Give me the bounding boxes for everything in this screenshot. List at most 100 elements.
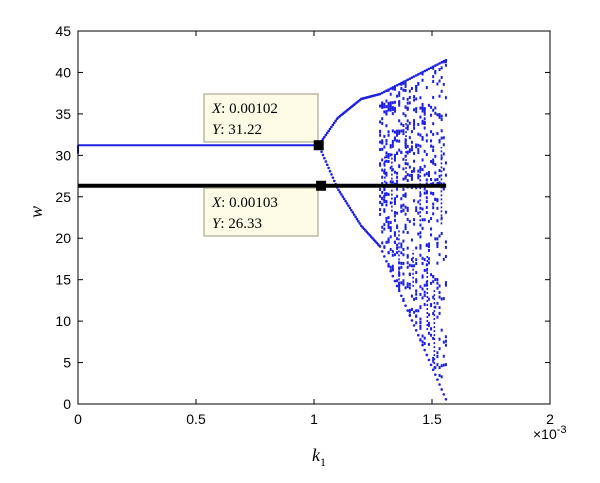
chaos-point xyxy=(389,221,392,225)
envelope-bottom-point xyxy=(378,245,382,248)
chaos-point xyxy=(421,262,424,266)
chaos-point xyxy=(406,162,409,166)
envelope-bottom-point xyxy=(421,343,424,347)
chaos-point xyxy=(419,324,422,328)
chaos-point xyxy=(410,130,413,134)
chaos-point xyxy=(434,278,437,282)
chart-marks xyxy=(77,58,448,401)
envelope-top-point xyxy=(419,71,422,75)
chaos-point xyxy=(400,209,403,213)
envelope-bottom-point xyxy=(387,264,390,268)
envelope-top-point xyxy=(434,64,437,67)
envelope-bottom-point xyxy=(395,284,399,288)
chaos-point xyxy=(393,233,396,237)
chaos-point xyxy=(393,158,396,162)
chaos-point xyxy=(410,145,413,149)
chaos-point xyxy=(442,152,445,156)
envelope-top-point xyxy=(408,77,412,81)
chaos-point xyxy=(419,167,422,171)
chaos-point xyxy=(436,237,439,241)
chaos-point xyxy=(379,148,382,152)
chaos-point xyxy=(430,105,433,109)
chaos-point xyxy=(419,193,422,197)
chaos-point xyxy=(434,237,437,241)
chaos-point xyxy=(430,333,433,337)
chaos-point xyxy=(402,194,405,198)
chaos-point xyxy=(415,107,418,111)
datatip: X: 0.00103 Y: 26.33 xyxy=(203,180,327,237)
chaos-point xyxy=(385,110,388,114)
chaos-point xyxy=(383,209,386,213)
chaos-point xyxy=(440,364,443,368)
chaos-point xyxy=(408,282,411,286)
chaos-point xyxy=(440,129,443,133)
chaos-point xyxy=(383,102,386,106)
chaos-point xyxy=(406,206,409,210)
chaos-point xyxy=(434,111,437,115)
chaos-point xyxy=(436,286,439,290)
y-tick-label: 20 xyxy=(55,230,71,246)
chaos-point xyxy=(421,334,424,338)
chaos-point xyxy=(413,199,416,203)
chaos-point xyxy=(432,359,435,363)
chaos-point xyxy=(440,297,443,301)
chaos-point xyxy=(438,295,441,299)
chaos-point xyxy=(434,305,437,309)
chaos-point xyxy=(391,101,394,105)
envelope-bottom-point xyxy=(429,363,433,367)
chaos-point xyxy=(408,165,411,169)
branch-point xyxy=(331,176,335,179)
chaos-point xyxy=(432,191,435,195)
chaos-point xyxy=(402,261,405,265)
chaos-point xyxy=(408,173,411,177)
chaos-point xyxy=(427,248,430,252)
chaos-point xyxy=(425,244,428,248)
chaos-point xyxy=(417,143,420,147)
chaos-point xyxy=(410,177,413,181)
chaos-point xyxy=(393,109,396,113)
chaos-point xyxy=(442,143,445,147)
chaos-point xyxy=(423,173,426,177)
chaos-point xyxy=(393,218,396,222)
envelope-bottom-point xyxy=(393,279,397,283)
chaos-point xyxy=(423,293,426,297)
branch-point xyxy=(321,137,325,141)
chaos-point xyxy=(383,162,386,166)
chaos-point xyxy=(430,191,433,195)
chaos-point xyxy=(415,246,418,250)
branch-point xyxy=(330,173,333,176)
chaos-point xyxy=(415,84,418,88)
datatip-box xyxy=(203,93,319,143)
chaos-point xyxy=(389,248,392,252)
chaos-point xyxy=(421,109,424,113)
chaos-point xyxy=(421,274,424,278)
chaos-point xyxy=(387,108,390,112)
chaos-point xyxy=(385,138,388,142)
chaos-point xyxy=(406,254,409,258)
chaos-point xyxy=(406,231,409,235)
envelope-bottom-point xyxy=(383,255,386,258)
branch-point xyxy=(330,125,333,129)
envelope-top-point xyxy=(404,79,407,83)
chaos-point xyxy=(432,206,435,210)
datatip-x-value: : 0.00102 xyxy=(221,101,278,117)
chaos-point xyxy=(421,119,424,123)
chaos-point xyxy=(404,84,407,88)
chaos-point xyxy=(404,140,407,144)
chaos-point xyxy=(444,281,447,285)
chaos-point xyxy=(406,119,409,123)
envelope-top-point xyxy=(425,68,429,72)
chaos-point xyxy=(425,190,428,194)
envelope-bottom-point xyxy=(423,348,426,352)
chaos-point xyxy=(438,373,441,377)
chaos-point xyxy=(389,180,392,184)
envelope-bottom-point xyxy=(391,274,395,278)
chaos-point xyxy=(417,169,420,173)
chaos-point xyxy=(404,144,407,148)
envelope-bottom-point xyxy=(385,259,388,263)
chaos-point xyxy=(400,129,403,133)
chaos-point xyxy=(408,95,411,99)
chaos-point xyxy=(421,158,424,162)
chaos-point xyxy=(415,97,418,101)
chaos-point xyxy=(419,317,422,321)
